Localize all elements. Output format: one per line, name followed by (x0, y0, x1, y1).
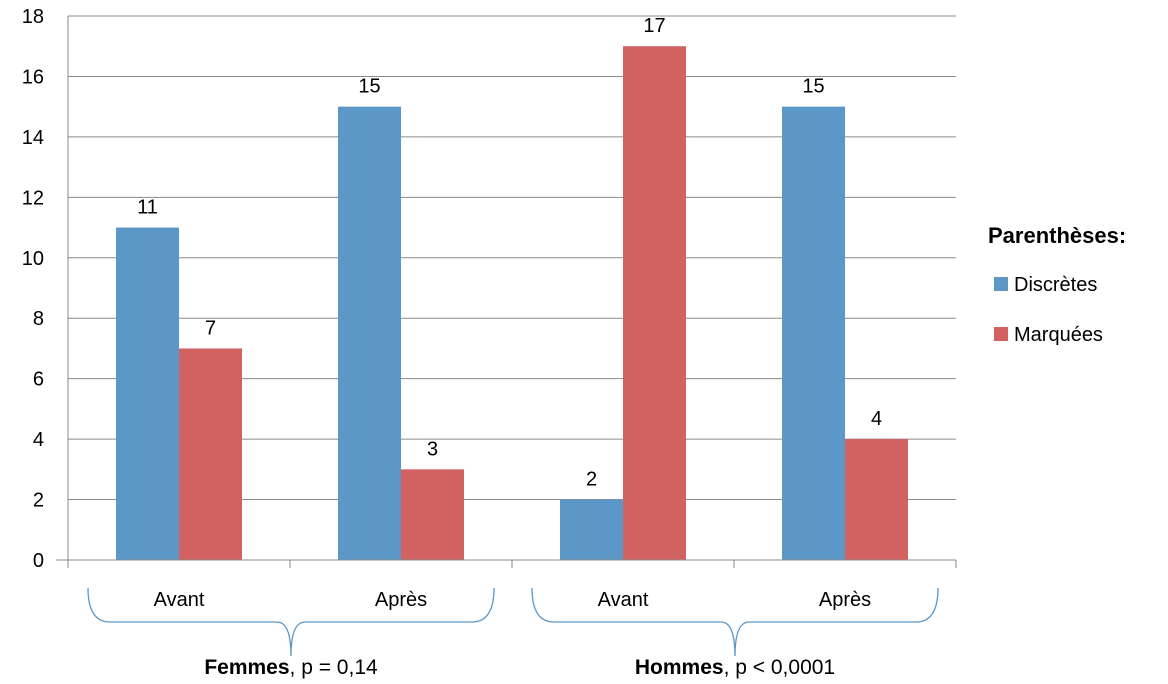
y-tick-label: 0 (33, 550, 44, 572)
group-label: Hommes, p < 0,0001 (635, 656, 835, 679)
x-tick-label: Après (819, 589, 871, 611)
data-label: 3 (427, 438, 438, 460)
bar (116, 227, 179, 561)
data-labels: 11 7 15 3 2 17 15 4 (137, 15, 882, 490)
bar (560, 499, 623, 560)
y-tick-label: 4 (33, 429, 44, 451)
data-label: 7 (205, 317, 216, 339)
group-brace (531, 587, 939, 657)
bar (623, 46, 686, 560)
y-tick-label: 14 (22, 127, 44, 149)
legend-title: Parenthèses: (988, 223, 1126, 248)
y-tick-label: 16 (22, 66, 44, 88)
x-tick-label: Avant (598, 589, 649, 611)
bar (782, 106, 845, 561)
group-braces (87, 587, 939, 657)
data-label: 15 (358, 76, 380, 98)
y-tick-label: 8 (33, 308, 44, 330)
legend-label-discretes: Discrètes (1014, 274, 1097, 296)
bar (179, 348, 242, 560)
y-tick-label: 12 (22, 187, 44, 209)
x-tick-label: Après (375, 589, 427, 611)
group-labels: Femmes, p = 0,14 Hommes, p < 0,0001 (204, 656, 835, 679)
legend-swatch-marquees (994, 327, 1008, 341)
x-axis-category-labels: Avant Après Avant Après (154, 589, 872, 611)
data-label: 17 (643, 15, 665, 37)
group-label: Femmes, p = 0,14 (204, 656, 378, 679)
bar (338, 106, 401, 561)
group-brace (87, 587, 495, 657)
legend-swatch-discretes (994, 277, 1008, 291)
y-axis-tick-labels: 0 2 4 6 8 10 12 14 16 18 (22, 6, 44, 572)
data-label: 2 (586, 469, 597, 491)
bar (845, 439, 908, 560)
legend-label-marquees: Marquées (1014, 324, 1103, 346)
y-tick-label: 6 (33, 369, 44, 391)
data-label: 11 (137, 197, 158, 219)
data-label: 15 (802, 76, 824, 98)
x-tick-label: Avant (154, 589, 205, 611)
y-tick-label: 10 (22, 248, 44, 270)
bar (401, 469, 464, 560)
legend: Parenthèses: Discrètes Marquées (988, 223, 1126, 346)
bars (116, 46, 908, 561)
x-axis (56, 16, 957, 568)
data-label: 4 (871, 408, 882, 430)
y-tick-label: 2 (33, 490, 44, 512)
y-tick-label: 18 (22, 6, 44, 28)
